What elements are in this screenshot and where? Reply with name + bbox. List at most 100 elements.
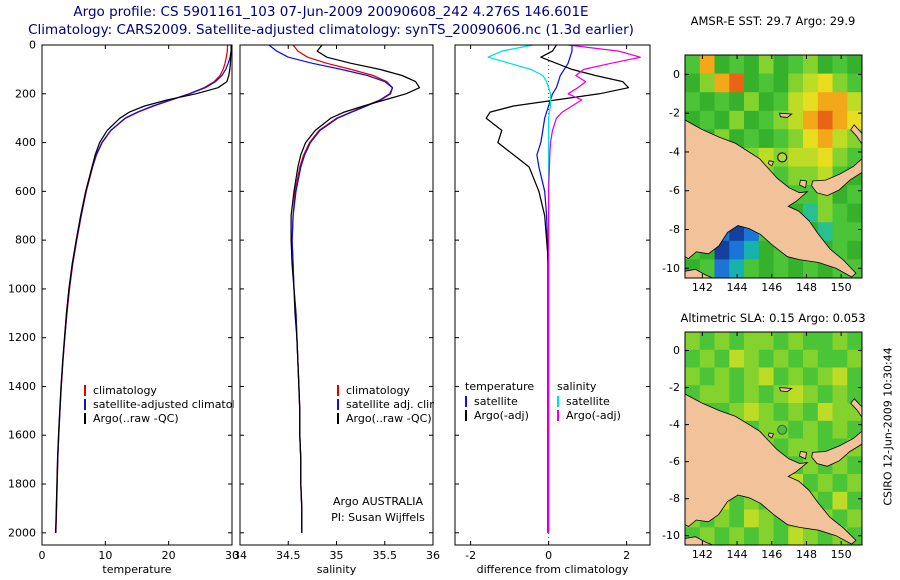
sea-cell — [803, 332, 819, 351]
sea-cell — [699, 385, 716, 404]
land-polygon — [811, 158, 862, 197]
sea-cell — [847, 367, 862, 386]
sea-cell — [773, 92, 789, 112]
tick-label: 600 — [15, 185, 36, 198]
sea-cell — [847, 474, 862, 493]
sea-cell — [832, 420, 848, 440]
sea-cell — [773, 349, 789, 369]
land-polygon — [779, 112, 793, 118]
sea-cell — [817, 367, 834, 386]
panel-bg-temperature — [42, 45, 232, 545]
sea-cell — [832, 491, 848, 511]
legend-label: climatology — [346, 383, 410, 397]
sea-cell — [714, 92, 730, 112]
sea-cell — [758, 385, 775, 404]
sea-cell — [699, 110, 716, 130]
sea-cell — [847, 456, 862, 475]
tick-label: -6 — [669, 455, 680, 468]
tick-label: 200 — [15, 87, 36, 100]
tick-label: 150 — [831, 548, 852, 561]
sea-cell — [788, 110, 804, 130]
legend-label: Argo(-adj) — [566, 408, 621, 422]
sea-cell — [803, 92, 819, 112]
sea-cell — [788, 332, 804, 351]
sea-cell — [817, 403, 834, 422]
sea-cell — [788, 55, 804, 75]
sea-cell — [714, 385, 730, 404]
tick-label: 1200 — [8, 331, 36, 344]
land-polygon — [779, 387, 793, 393]
tick-label: 1800 — [8, 478, 36, 491]
legend-item: Argo(..raw -QC) — [84, 411, 234, 425]
csiro-timestamp: CSIRO 12-Jun-2009 10:30:44 — [881, 347, 895, 506]
tick-label: 10 — [98, 549, 112, 562]
tick-label: 0 — [673, 68, 680, 81]
tick-label: -2 — [465, 549, 476, 562]
series-line — [290, 45, 421, 533]
sea-cell — [744, 349, 760, 369]
sea-cell — [803, 129, 819, 149]
sea-cell — [729, 385, 745, 404]
tick-label: -10 — [662, 262, 680, 275]
sea-cell — [817, 332, 834, 351]
tick-label: 35.5 — [373, 549, 398, 562]
panel-frame-temperature — [41, 44, 233, 546]
sea-cell — [773, 403, 789, 422]
argo-australia-note: Argo AUSTRALIA PI: Susan Wijffels — [288, 494, 468, 526]
tick-label: 144 — [727, 548, 748, 561]
pi-line: PI: Susan Wijffels — [331, 511, 425, 524]
tick-label: 34 — [233, 549, 247, 562]
sea-cell — [699, 92, 716, 112]
legend-header: temperature — [465, 380, 535, 393]
sea-cell — [729, 73, 745, 93]
tick-label: 35 — [330, 549, 344, 562]
sea-cell — [817, 420, 834, 440]
sea-cell — [729, 367, 745, 386]
sea-cell — [773, 55, 789, 75]
sea-cell — [714, 110, 730, 130]
land-polygon — [850, 124, 862, 145]
series-line — [547, 45, 641, 533]
legend-label: satellite — [474, 394, 518, 408]
legend-swatch-argo-raw — [84, 412, 86, 424]
legend-item: satellite — [465, 394, 557, 408]
legend-label: Argo(-adj) — [474, 408, 529, 422]
sea-cell — [817, 385, 834, 404]
tick-label: 20 — [162, 549, 176, 562]
sea-cell — [832, 403, 848, 422]
legend-label: satellite adj. clim. — [346, 397, 434, 411]
axis-label-temperature: temperature — [102, 563, 171, 576]
sea-cell — [847, 185, 862, 205]
sea-cell — [744, 509, 760, 528]
sea-cell — [773, 129, 789, 149]
figure-title: Argo profile: CS 5901161_103 07-Jun-2009… — [73, 4, 589, 20]
sea-cell — [803, 420, 819, 440]
sea-cell — [847, 203, 862, 223]
sea-cell — [847, 332, 862, 351]
legend-item: climatology — [84, 383, 234, 397]
sea-cell — [729, 349, 745, 369]
panel-frame-difference — [454, 44, 651, 546]
tick-label: 146 — [761, 548, 782, 561]
legend-salinity-panel: climatology satellite adj. clim. Argo(..… — [337, 383, 434, 425]
land-polygon — [685, 268, 713, 278]
land-polygon — [811, 430, 862, 467]
sea-cell — [847, 491, 862, 511]
sea-cell — [744, 129, 760, 149]
sea-cell — [847, 110, 862, 130]
sla-map — [685, 332, 862, 545]
tick-label: 36 — [426, 549, 440, 562]
sea-cell — [803, 203, 819, 223]
sea-cell — [847, 349, 862, 369]
sea-cell — [803, 110, 819, 130]
land-polygon — [850, 398, 862, 418]
tick-label: -8 — [669, 223, 680, 236]
sea-cell — [729, 332, 745, 351]
legend-swatch-sal-satellite — [557, 395, 559, 407]
sea-cell — [744, 332, 760, 351]
tick-label: 400 — [15, 136, 36, 149]
tick-label: 0 — [39, 549, 46, 562]
tick-label: 0 — [29, 39, 36, 52]
sea-cell — [847, 222, 862, 242]
panel-bg-difference — [455, 45, 650, 545]
